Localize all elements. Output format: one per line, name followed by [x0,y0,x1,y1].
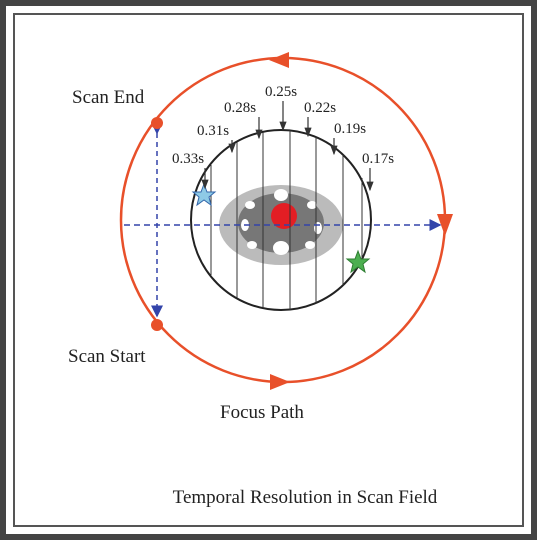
time-label: 0.22s [304,100,336,116]
time-label: 0.33s [172,151,204,167]
direction-arrow [269,52,289,68]
direction-arrow [270,374,290,390]
time-label: 0.25s [265,84,297,100]
time-label: 0.17s [362,151,394,167]
caption: Temporal Resolution in Scan Field [173,487,438,508]
scan-start-point [151,319,163,331]
time-label: 0.31s [197,123,229,139]
focus-path-label: Focus Path [220,402,304,423]
time-label: 0.28s [224,100,256,116]
star [345,249,371,274]
time-label: 0.19s [334,121,366,137]
inner-frame [13,13,524,527]
scan-start-label: Scan Start [68,346,146,367]
scan-end-label: Scan End [72,87,145,108]
vessels [241,189,322,255]
scan-lines [210,130,363,310]
star [191,182,217,207]
scan-end-point [151,117,163,129]
